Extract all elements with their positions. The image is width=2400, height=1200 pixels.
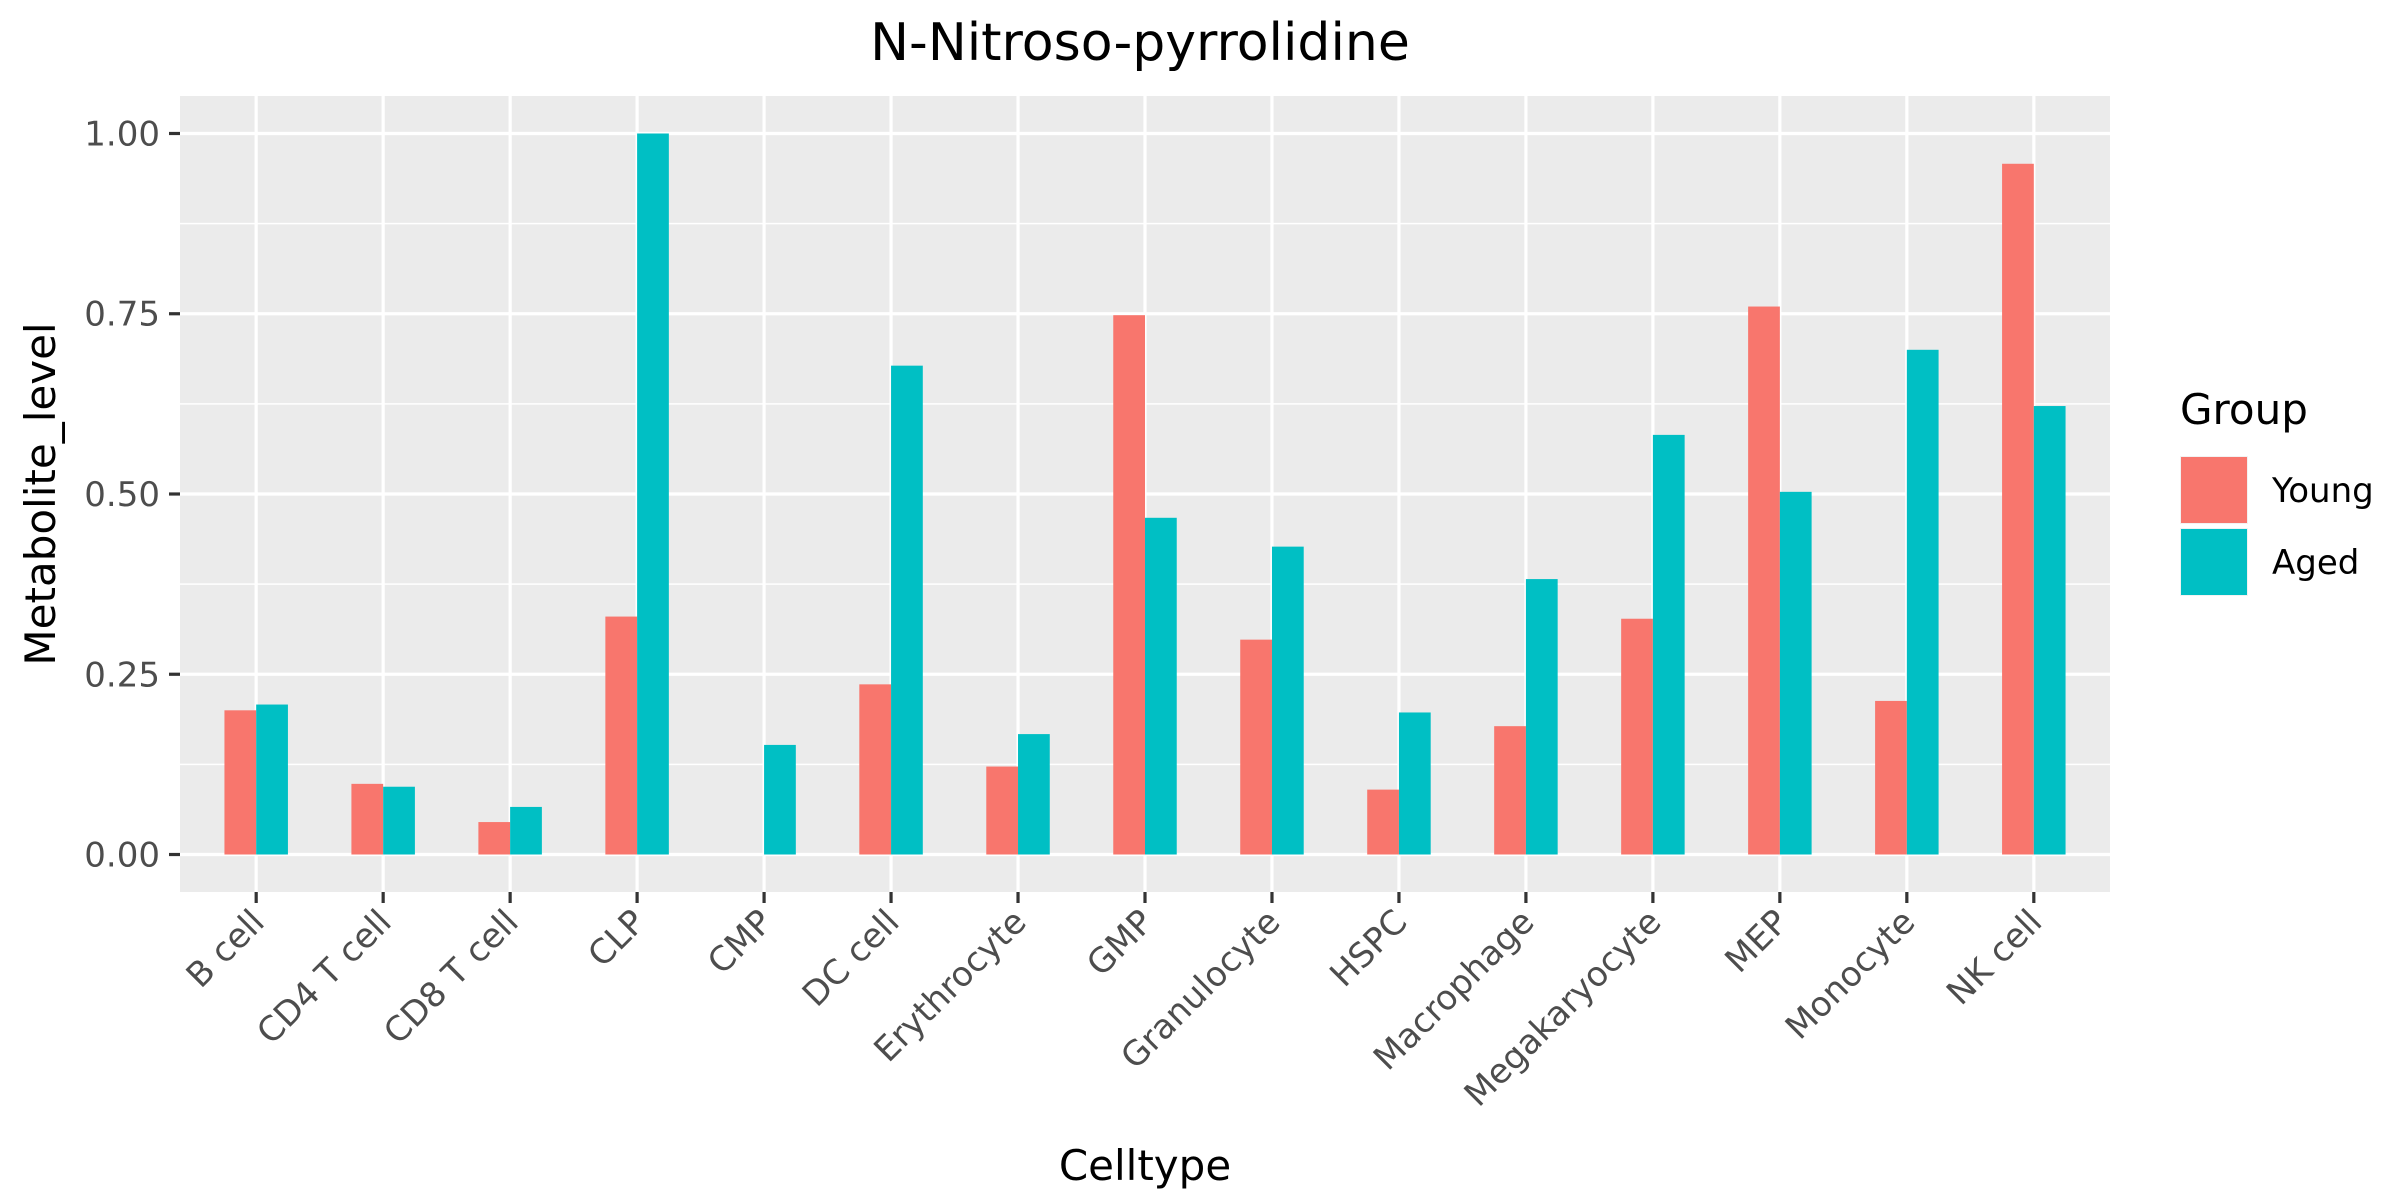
legend-title: Group — [2180, 385, 2308, 434]
bar-aged-hspc — [1398, 712, 1431, 855]
y-tick-label: 0.75 — [84, 295, 160, 335]
bar-young-dc-cell — [859, 684, 892, 855]
x-tick-label: B cell — [179, 902, 273, 996]
bar-young-macrophage — [1494, 726, 1526, 855]
x-axis-title: Celltype — [1059, 1141, 1231, 1190]
y-axis-title: Metabolite_level — [16, 322, 65, 665]
bar-aged-megakaryocyte — [1652, 434, 1685, 855]
bar-aged-gmp — [1145, 517, 1177, 855]
bar-aged-macrophage — [1525, 579, 1558, 855]
legend-label-aged: Aged — [2272, 543, 2359, 583]
x-tick-label: GMP — [1079, 902, 1161, 984]
bar-young-cd8-t-cell — [478, 822, 511, 855]
x-tick-label: MEP — [1718, 902, 1797, 981]
x-tick-label: NK cell — [1939, 902, 2050, 1013]
y-tick-label: 1.00 — [84, 114, 160, 154]
bar-aged-mep — [1779, 491, 1812, 855]
x-tick-label: CD4 T cell — [249, 902, 399, 1052]
x-tick-label: Monocyte — [1778, 902, 1923, 1047]
y-tick-label: 0.00 — [84, 836, 160, 876]
bar-aged-b-cell — [256, 704, 288, 855]
bar-young-granulocyte — [1240, 639, 1272, 855]
y-axis: 0.00 0.25 0.50 0.75 1.00 — [84, 114, 180, 876]
bar-young-mep — [1748, 306, 1780, 855]
bar-aged-cd4-t-cell — [383, 786, 415, 855]
x-tick-label: DC cell — [795, 902, 908, 1015]
x-tick-label: HSPC — [1322, 902, 1415, 995]
bar-aged-cd8-t-cell — [510, 806, 542, 855]
bar-aged-nk-cell — [2033, 406, 2066, 855]
bar-aged-granulocyte — [1271, 546, 1304, 855]
bar-young-erythrocyte — [986, 766, 1019, 855]
bar-young-hspc — [1367, 789, 1399, 855]
x-tick-label: CMP — [700, 902, 780, 982]
y-tick-label: 0.50 — [84, 475, 160, 515]
bar-aged-erythrocyte — [1018, 734, 1050, 855]
legend: Group Young Aged — [2180, 385, 2374, 596]
legend-label-young: Young — [2271, 471, 2374, 511]
bar-young-nk-cell — [2002, 163, 2034, 855]
bar-aged-monocyte — [1906, 349, 1939, 855]
bar-aged-dc-cell — [891, 365, 923, 855]
bar-young-megakaryocyte — [1621, 618, 1653, 855]
bar-aged-cmp — [764, 744, 796, 855]
x-tick-label: CLP — [581, 902, 654, 975]
bar-young-b-cell — [224, 710, 257, 855]
legend-swatch-aged — [2181, 529, 2247, 595]
bars — [224, 133, 2066, 855]
x-tick-label: CD8 T cell — [376, 902, 526, 1052]
bar-aged-clp — [637, 133, 669, 855]
bar-young-gmp — [1113, 315, 1145, 855]
bar-young-monocyte — [1875, 700, 1907, 855]
y-tick-label: 0.25 — [84, 655, 160, 695]
bar-young-cd4-t-cell — [351, 783, 384, 855]
legend-swatch-young — [2181, 457, 2247, 523]
bar-young-clp — [605, 616, 638, 855]
chart-title: N-Nitroso-pyrrolidine — [870, 13, 1410, 73]
